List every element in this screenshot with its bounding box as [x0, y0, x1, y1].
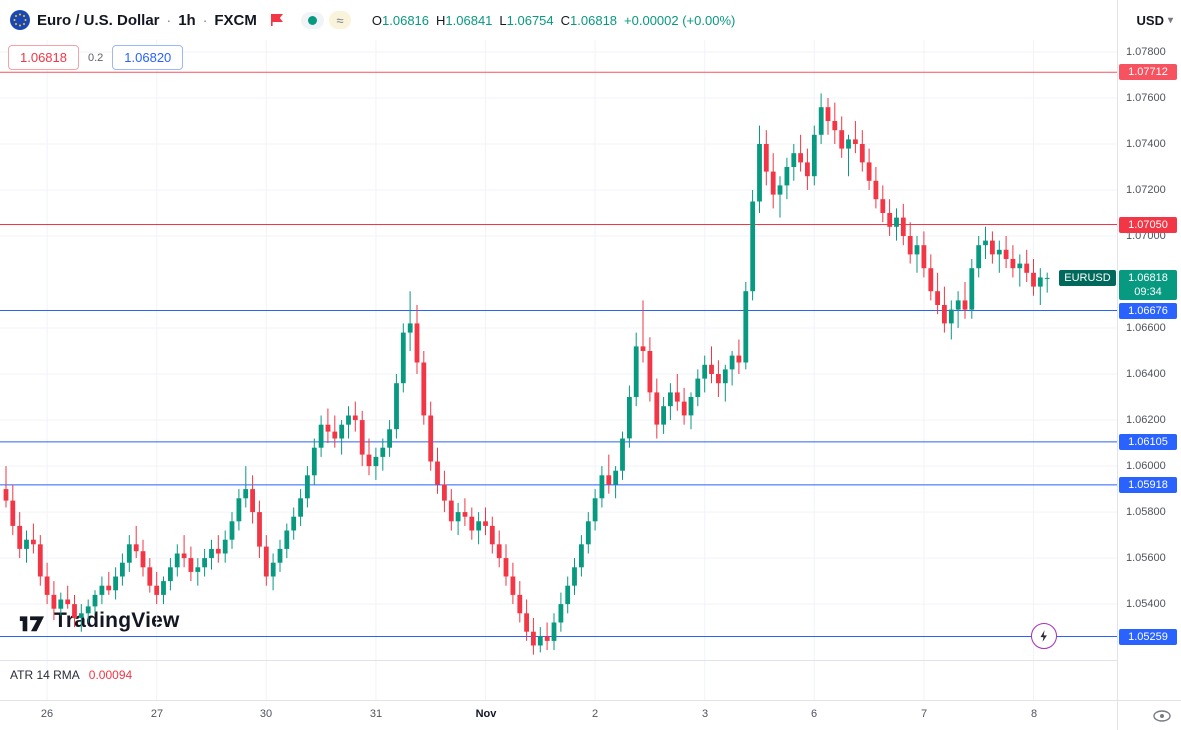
- eur-flag-icon: [10, 10, 30, 30]
- time-tick-label: 8: [1030, 708, 1038, 720]
- high-value: 1.06841: [445, 12, 493, 28]
- pane-divider[interactable]: [0, 660, 1117, 661]
- price-axis[interactable]: 1.07800 1.07600 1.07400 1.07200 1.07000 1.066…: [1118, 0, 1181, 700]
- low-value: 1.06754: [506, 12, 554, 28]
- time-tick-label: 6: [810, 708, 818, 720]
- price-tick-label: 1.06200: [1126, 414, 1166, 426]
- price-tick-label: 1.05800: [1126, 506, 1166, 518]
- time-tick-label: 31: [369, 708, 383, 720]
- change-value: +0.00002 (+0.00%): [624, 12, 736, 28]
- interval-label[interactable]: 1h: [178, 11, 196, 29]
- trade-widget: 1.06818 0.2 1.06820: [8, 45, 184, 70]
- price-tick-label: 1.06600: [1126, 322, 1166, 334]
- market-status-pill[interactable]: ≈: [300, 11, 351, 29]
- price-tick-label: 1.07400: [1126, 138, 1166, 150]
- price-axis-divider: [1117, 0, 1118, 730]
- currency-label: USD: [1136, 12, 1164, 28]
- price-tick-label: 1.07600: [1126, 92, 1166, 104]
- market-open-dot-icon: [307, 15, 317, 25]
- lightning-trade-button[interactable]: [1031, 623, 1057, 649]
- indicator-name[interactable]: ATR 14 RMA: [10, 668, 80, 682]
- indicator-value: 0.00094: [88, 668, 133, 682]
- chart-header: Euro / U.S. Dollar · 1h · FXCM ≈ O1.0681…: [0, 0, 1117, 40]
- level-price-label[interactable]: 1.05259: [1119, 629, 1177, 645]
- time-tick-label: 7: [920, 708, 928, 720]
- exchange-label: FXCM: [214, 11, 257, 29]
- indicator-legend[interactable]: ATR 14 RMA 0.00094: [10, 668, 132, 682]
- last-price-label[interactable]: 1.06818 09:34: [1119, 270, 1177, 300]
- open-label: O: [371, 12, 383, 28]
- lightning-bolt-icon: [1040, 630, 1047, 642]
- sell-price-button[interactable]: 1.06818: [8, 45, 79, 70]
- candles-layer: [3, 93, 1050, 655]
- title-separator: ·: [202, 12, 208, 28]
- time-tick-label: 2: [591, 708, 599, 720]
- price-tick-label: 1.05600: [1126, 552, 1166, 564]
- high-label: H: [436, 12, 446, 28]
- tradingview-logo-icon: [19, 616, 44, 632]
- level-price-label[interactable]: 1.05918: [1119, 477, 1177, 493]
- candlestick-plot[interactable]: [0, 0, 1117, 705]
- price-tick-label: 1.06000: [1126, 460, 1166, 472]
- time-tick-label: 26: [40, 708, 54, 720]
- price-tick-label: 1.07800: [1126, 46, 1166, 58]
- symbol-price-tag: EURUSD: [1059, 270, 1116, 286]
- buy-price-button[interactable]: 1.06820: [112, 45, 184, 70]
- tradingview-watermark: TradingView: [16, 608, 180, 634]
- time-tick-label: 30: [259, 708, 273, 720]
- spread-value: 0.2: [88, 51, 104, 64]
- axis-corner: [1118, 701, 1181, 730]
- level-price-label[interactable]: 1.07712: [1119, 64, 1177, 80]
- watermark-text: TradingView: [54, 609, 180, 632]
- currency-dropdown[interactable]: USD ▾: [1137, 0, 1173, 40]
- level-price-label[interactable]: 1.06105: [1119, 434, 1177, 450]
- price-tick-label: 1.05400: [1126, 598, 1166, 610]
- chevron-down-icon: ▾: [1167, 14, 1173, 26]
- time-axis-divider: [0, 700, 1181, 701]
- eye-icon[interactable]: [1153, 709, 1171, 722]
- price-tick-label: 1.07200: [1126, 184, 1166, 196]
- horizontal-level-lines[interactable]: [0, 71, 1117, 637]
- level-price-label[interactable]: 1.07050: [1119, 217, 1177, 233]
- delayed-data-icon[interactable]: ≈: [328, 11, 351, 29]
- time-axis[interactable]: 26 27 30 31 Nov 2 3 6 7 8: [0, 701, 1117, 730]
- close-value: 1.06818: [570, 12, 618, 28]
- close-label: C: [560, 12, 571, 28]
- price-tick-label: 1.06400: [1126, 368, 1166, 380]
- chart-pane[interactable]: TradingView EURUSD: [0, 0, 1117, 700]
- open-value: 1.06816: [382, 12, 430, 28]
- price-tick-label: 1.07000: [1126, 230, 1166, 242]
- level-price-label[interactable]: 1.06676: [1119, 303, 1177, 319]
- time-tick-label: Nov: [475, 708, 497, 720]
- time-tick-label: 27: [150, 708, 164, 720]
- low-label: L: [499, 12, 507, 28]
- grid-lines: [0, 0, 1117, 700]
- ohlc-readout: O1.06816 H1.06841 L1.06754 C1.06818 +0.0…: [372, 13, 735, 28]
- symbol-title[interactable]: Euro / U.S. Dollar: [37, 11, 160, 29]
- flag-symbol-icon[interactable]: [268, 11, 286, 29]
- title-separator: ·: [166, 12, 172, 28]
- time-tick-label: 3: [701, 708, 709, 720]
